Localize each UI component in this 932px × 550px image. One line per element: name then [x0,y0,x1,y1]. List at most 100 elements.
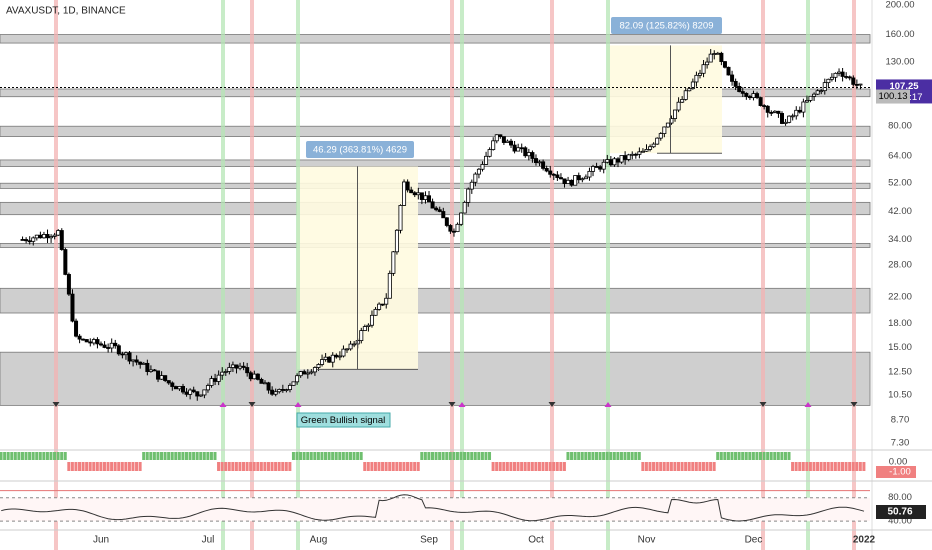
signal-bar-bull [744,452,748,460]
signal-bar-bull [195,452,199,460]
candle-body [99,343,104,346]
candle-body [605,159,610,163]
candle-body [505,140,510,143]
signal-bar-bull [302,452,306,460]
candle-body [651,143,656,148]
signal-bar-bear [641,462,645,471]
signal-bar-bull [609,452,613,460]
candle-body [38,234,43,239]
signal-bar-bull [716,452,720,460]
bullish-band [221,0,225,550]
signal-bar-bull [291,452,295,460]
candle-body [469,181,474,190]
candle-body [812,93,817,97]
candle-body [712,53,717,55]
signal-bar-bull [206,452,210,460]
bearish-band [852,0,856,550]
candle-body [394,229,399,253]
candle-body [88,341,93,344]
candle-body [156,370,161,380]
signal-bar-bull [145,452,149,460]
candle-body [555,174,560,178]
signal-bar-bear [373,462,377,471]
signal-bar-bull [320,452,324,460]
candle-body [701,64,706,74]
signal-bar-bear [370,462,374,471]
candle-body [530,152,535,159]
signal-bar-bear [705,462,709,471]
price-tick-label: 15.00 [888,342,912,353]
candle-body [337,355,342,358]
signal-bar-bull [345,452,349,460]
candle-body [569,179,574,186]
signal-bar-bull [598,452,602,460]
candle-body [558,177,563,180]
candle-body [804,100,809,103]
signal-bar-bear [252,462,256,471]
candle-body [587,170,592,178]
candle-body [665,122,670,128]
sell-signal-triangle [759,402,767,407]
signal-bar-bull [156,452,160,460]
rsi-current-tag [876,505,926,519]
candle-body [851,77,856,85]
candle-body [434,207,439,211]
candle-body [598,166,603,170]
signal-bar-bull [167,452,171,460]
candle-body [220,371,225,376]
price-zone [0,287,871,314]
bullish-band [606,0,610,550]
candle-body [822,82,827,92]
candle-body [708,53,713,63]
signal-bar-bear [516,462,520,471]
signal-bar-bull [324,452,328,460]
candle-body [801,101,806,113]
signal-bar-bull [434,452,438,460]
candle-body [70,293,75,322]
signal-bar-bear [256,462,260,471]
signal-bar-bull [769,452,773,460]
candle-body [683,90,688,100]
candle-body [213,378,218,382]
candle-body [170,382,175,387]
signal-bar-bear [117,462,121,471]
price-tick-label: 52.00 [888,178,912,189]
signal-bar-bull [20,452,24,460]
signal-bar-bear [391,462,395,471]
signal-bar-bear [505,462,509,471]
candle-body [263,382,268,385]
signal-bar-bull [480,452,484,460]
signal-bar-bear [798,462,802,471]
candle-body [284,389,289,391]
signal-bar-bull [331,452,335,460]
candle-body [459,212,464,225]
candle-body [270,389,275,395]
signal-bar-bear [395,462,399,471]
candle-body [227,367,232,372]
sell-signal-triangle [52,402,60,407]
candle-body [298,371,303,377]
signal-bar-bear [284,462,288,471]
signal-bar-bear [402,462,406,471]
price-tick-label: 80.00 [888,121,912,132]
signal-bar-bear [545,462,549,471]
signal-bar-bull [616,452,620,460]
candle-body [769,111,774,114]
candle-body [77,335,82,340]
signal-bar-bear [502,462,506,471]
signal-bar-bear [249,462,253,471]
price-tick-label: 42.00 [888,206,912,217]
signal-bar-bull [734,452,738,460]
candle-body [722,61,727,68]
candle-body [644,149,649,152]
candle-body [409,189,414,194]
signal-bar-bear [259,462,263,471]
candle-body [776,110,781,114]
candle-body [273,391,278,395]
candle-body [537,161,542,164]
signal-bar-bull [580,452,584,460]
signal-bar-bull [488,452,492,460]
candle-body [159,375,164,380]
signal-bar-bear [127,462,131,471]
